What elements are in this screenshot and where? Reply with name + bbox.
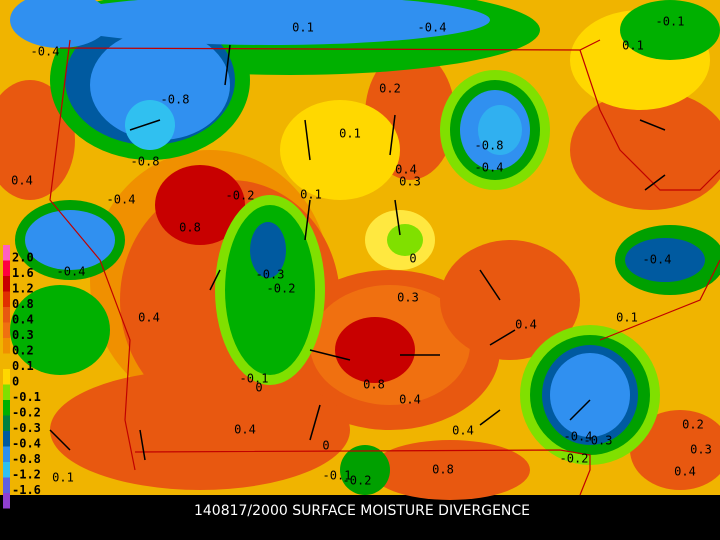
legend-swatch [3, 260, 10, 276]
contour-label: 0.4 [138, 311, 160, 325]
contour-label: -0.8 [475, 139, 504, 153]
legend-swatch [3, 415, 10, 431]
contour-label: 0 [255, 381, 262, 395]
contour-label: 0.1 [616, 311, 638, 325]
contour-label: -0.4 [31, 45, 60, 59]
contour-labels: 0.4-0.40.1 -0.4 -0.10.1-0.8-0.80.10.2-0.8-… [11, 15, 712, 488]
field [0, 0, 720, 500]
contour-label: -0.2 [560, 452, 589, 466]
legend-swatch [3, 322, 10, 338]
legend-swatch [3, 353, 10, 369]
contour-label: -0.1 [323, 469, 352, 483]
legend-label: -0.4 [12, 437, 41, 451]
contour-label: 0.4 [399, 393, 421, 407]
contour-label: 0.1 [300, 188, 322, 202]
legend-swatch [3, 369, 10, 385]
contour-label: 0.4 [395, 163, 417, 177]
contour-label: 0.3 [397, 291, 419, 305]
legend-label: -0.1 [12, 390, 41, 404]
legend-swatch [3, 446, 10, 462]
contour-label: -0.1 [656, 15, 685, 29]
contour-label: 0.1 [622, 39, 644, 53]
legend-label: -0.3 [12, 421, 41, 435]
legend-swatch [3, 462, 10, 478]
legend-swatch [3, 307, 10, 323]
legend-swatch [3, 245, 10, 261]
legend-swatch [3, 291, 10, 307]
legend-label: 0.4 [12, 313, 34, 327]
contour-label: 0.8 [363, 378, 385, 392]
legend-swatch [3, 400, 10, 416]
contour-label: 0 [409, 252, 416, 266]
contour-label: -0.4 [418, 21, 447, 35]
legend-label: 0.3 [12, 328, 34, 342]
state-borders [49, 39, 720, 496]
legend-label: -1.2 [12, 468, 41, 482]
contour-label: -0.4 [564, 430, 593, 444]
contour-label: -0.2 [343, 474, 372, 488]
contour-label: -0.2 [226, 189, 255, 203]
legend-swatch [3, 477, 10, 493]
legend-swatch [3, 384, 10, 400]
legend-label: 0.1 [12, 359, 34, 373]
legend-label: 2.0 [12, 251, 34, 265]
contour-label: -0.4 [643, 253, 672, 267]
legend-label: 1.6 [12, 266, 34, 280]
contour-label: 0.2 [682, 418, 704, 432]
contour-label: -0.2 [267, 282, 296, 296]
legend-label: -1.6 [12, 483, 41, 497]
contour-label: -0.8 [161, 93, 190, 107]
contour-label: 0.4 [11, 174, 33, 188]
contour-label: -0.4 [475, 161, 504, 175]
contour-label: 0.1 [339, 127, 361, 141]
legend-swatch [3, 493, 10, 509]
contour-label: 0.1 [292, 21, 314, 35]
contour-label: 0 [322, 439, 329, 453]
contour-label: -0.3 [584, 434, 613, 448]
contour-label: 0.3 [399, 175, 421, 189]
contour-label: -0.1 [240, 372, 269, 386]
legend-swatch [3, 276, 10, 292]
legend-label: -0.2 [12, 406, 41, 420]
contour-label: 0.4 [452, 424, 474, 438]
contour-label: 0.4 [234, 423, 256, 437]
wind-barbs [49, 44, 666, 461]
legend-label: -2.0 [12, 499, 41, 513]
contour-label: -0.3 [256, 268, 285, 282]
legend-label: 1.2 [12, 282, 34, 296]
contour-label: 0.8 [432, 463, 454, 477]
legend-label: 0.8 [12, 297, 34, 311]
legend-swatch [3, 431, 10, 447]
contour-label: 0.4 [674, 465, 696, 479]
contour-label: 0.2 [379, 82, 401, 96]
legend: 2.01.6 1.20.8 0.40.3 0.20.1 0-0.1 -0.2-0.3 -0.… [3, 245, 41, 513]
contour-label: 0.1 [52, 471, 74, 485]
title: 140817/2000 SURFACE MOISTURE DIVERGENCE [194, 503, 530, 519]
contour-label: 0.8 [179, 221, 201, 235]
legend-label: 0 [12, 375, 19, 389]
legend-swatch [3, 338, 10, 354]
contour-label: 0.4 [515, 318, 537, 332]
contour-label: -0.8 [131, 155, 160, 169]
contour-label: -0.4 [107, 193, 136, 207]
legend-label: -0.8 [12, 452, 41, 466]
legend-label: 0.2 [12, 344, 34, 358]
contour-label: 0.3 [690, 443, 712, 457]
contour-label: -0.4 [57, 265, 86, 279]
